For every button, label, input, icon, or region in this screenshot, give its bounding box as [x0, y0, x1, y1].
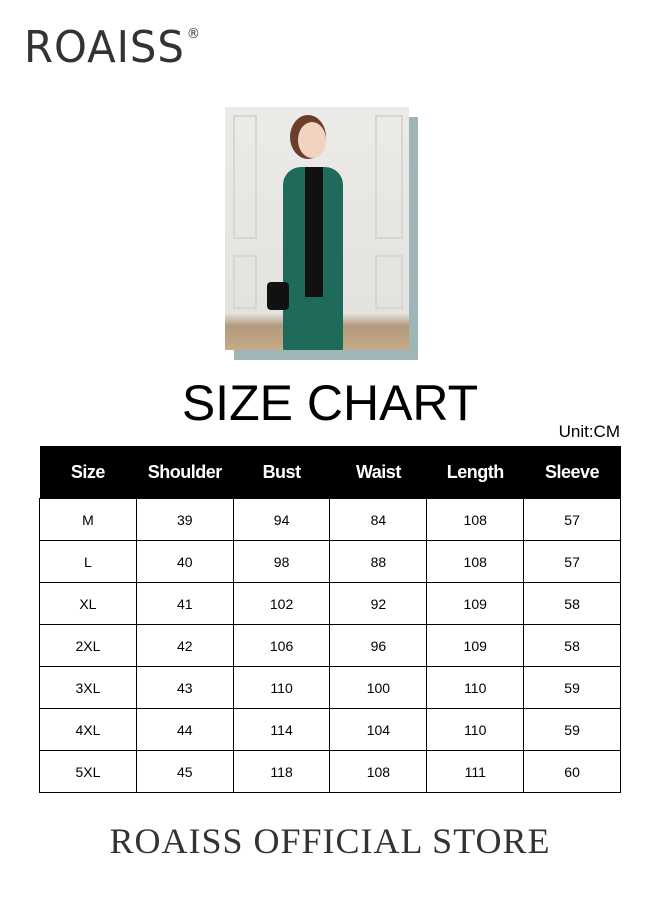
table-cell: 45: [135, 750, 234, 793]
table-cell: 111: [426, 750, 525, 793]
model-head: [298, 122, 326, 158]
table-cell: M: [39, 498, 137, 541]
table-cell: 2XL: [39, 624, 137, 667]
table-cell: 96: [329, 624, 428, 667]
table-row: M 39 94 84 108 57: [39, 498, 621, 541]
column-header: Size: [39, 446, 137, 499]
table-row: 2XL 42 106 96 109 58: [39, 624, 621, 667]
column-header: Bust: [233, 446, 330, 499]
table-cell: 118: [232, 750, 331, 793]
table-cell: 58: [523, 582, 621, 625]
table-cell: 104: [329, 708, 428, 751]
table-cell: 59: [523, 708, 621, 751]
registered-mark: ®: [186, 26, 202, 42]
black-dress: [305, 167, 323, 297]
table-row: XL 41 102 92 109 58: [39, 582, 621, 625]
table-cell: 41: [135, 582, 234, 625]
table-cell: 106: [232, 624, 331, 667]
table-cell: 4XL: [39, 708, 137, 751]
table-row: 5XL 45 118 108 111 60: [39, 750, 621, 793]
table-header: Size Shoulder Bust Waist Length Sleeve: [39, 446, 621, 499]
table-cell: 39: [135, 498, 234, 541]
wall-panel: [375, 255, 403, 309]
store-footer: ROAISS OFFICIAL STORE: [109, 821, 551, 861]
column-header: Shoulder: [136, 446, 234, 499]
table-cell: XL: [39, 582, 137, 625]
table-cell: 42: [135, 624, 234, 667]
table-cell: 3XL: [39, 666, 137, 709]
table-cell: 110: [426, 666, 525, 709]
table-cell: 5XL: [39, 750, 137, 793]
table-cell: 92: [329, 582, 428, 625]
table-cell: 59: [523, 666, 621, 709]
unit-label: Unit:CM: [558, 422, 620, 441]
table-cell: 110: [232, 666, 331, 709]
logo-text: ROAISS: [24, 22, 185, 73]
table-row: L 40 98 88 108 57: [39, 540, 621, 583]
column-header: Sleeve: [523, 446, 621, 499]
table-cell: 108: [426, 498, 525, 541]
page-title: SIZE CHART: [181, 375, 479, 431]
table-cell: 57: [523, 498, 621, 541]
table-cell: 60: [523, 750, 621, 793]
table-cell: 58: [523, 624, 621, 667]
table-cell: 84: [329, 498, 428, 541]
size-table: Size Shoulder Bust Waist Length Sleeve M 39 94 8…: [39, 446, 621, 793]
table-cell: 109: [426, 624, 525, 667]
table-row: 4XL 44 114 104 110 59: [39, 708, 621, 751]
table-cell: 43: [135, 666, 234, 709]
table-cell: 108: [426, 540, 525, 583]
wall-panel: [233, 115, 257, 239]
handbag: [267, 282, 289, 310]
column-header: Waist: [329, 446, 427, 499]
table-cell: 44: [135, 708, 234, 751]
column-header: Length: [426, 446, 524, 499]
wall-panel: [375, 115, 403, 239]
table-cell: 114: [232, 708, 331, 751]
table-row: 3XL 43 110 100 110 59: [39, 666, 621, 709]
table-cell: 94: [232, 498, 331, 541]
table-cell: 100: [329, 666, 428, 709]
table-cell: 40: [135, 540, 234, 583]
table-cell: 98: [232, 540, 331, 583]
table-cell: 110: [426, 708, 525, 751]
table-cell: 88: [329, 540, 428, 583]
table-cell: 102: [232, 582, 331, 625]
brand-logo: ROAISS ®: [24, 22, 201, 73]
product-photo: [225, 107, 409, 350]
table-cell: L: [39, 540, 137, 583]
table-cell: 57: [523, 540, 621, 583]
table-cell: 108: [329, 750, 428, 793]
table-cell: 109: [426, 582, 525, 625]
wall-panel: [233, 255, 257, 309]
